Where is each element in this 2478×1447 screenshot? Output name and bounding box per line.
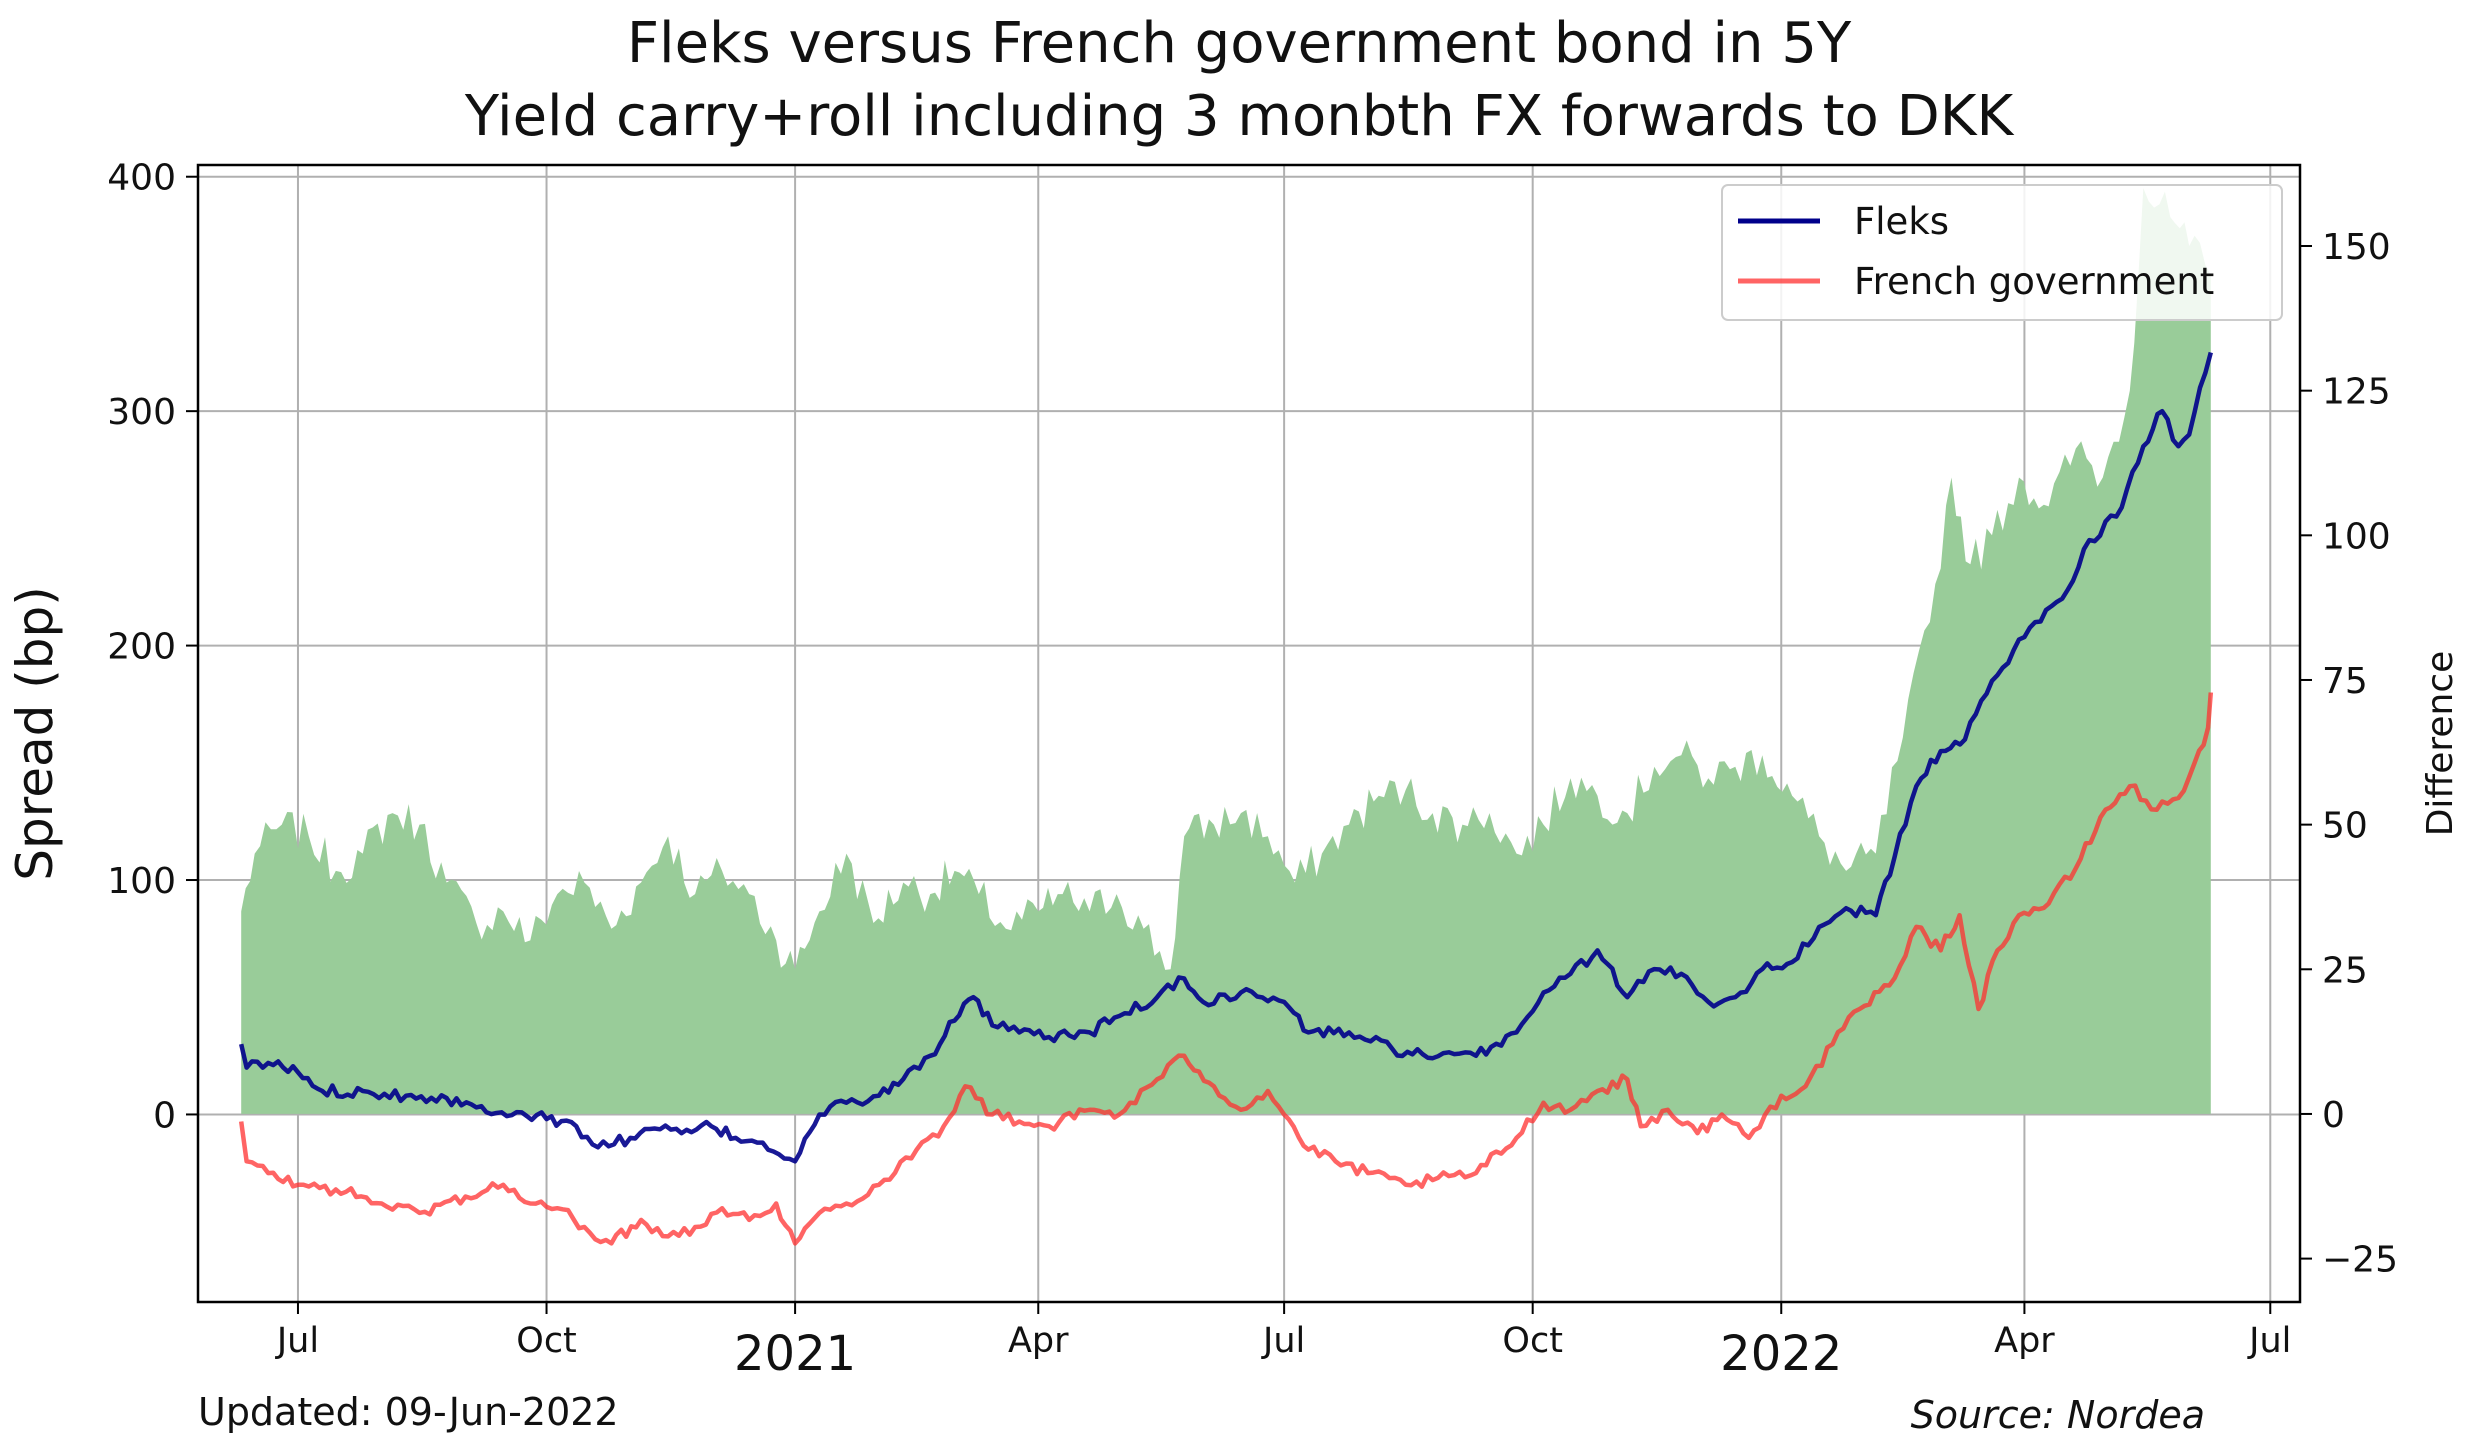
y-tick-label-3: 300 <box>107 392 176 433</box>
legend-label-0: Fleks <box>1854 200 1949 243</box>
y-tick-label-4: 400 <box>107 158 176 199</box>
y2-tick-label-2: 25 <box>2322 950 2368 991</box>
x-tick-label-3: Apr <box>1008 1321 1069 1361</box>
plot-frame <box>196 163 2302 1304</box>
y2-tick-label-0: −25 <box>2322 1240 2398 1281</box>
y2-tick-label-5: 100 <box>2322 516 2391 557</box>
y2-tick-label-6: 125 <box>2322 372 2391 413</box>
x-tick-label-1: Oct <box>516 1321 577 1361</box>
x-tick-label-6: 2022 <box>1720 1326 1842 1382</box>
legend-label-1: French government <box>1854 260 2214 303</box>
series-line-fleks <box>239 351 2213 1164</box>
legend-box <box>1721 184 2283 321</box>
y2-tick-label-7: 150 <box>2322 227 2391 268</box>
x-tick-label-2: 2021 <box>734 1326 856 1382</box>
x-tick-label-0: Jul <box>275 1321 319 1361</box>
chart-subtitle: Yield carry+roll including 3 monbth FX f… <box>464 84 2015 149</box>
y-axis-label: Spread (bp) <box>6 586 64 880</box>
x-tick-label-5: Oct <box>1502 1321 1563 1361</box>
plot-area: Jul Oct 2021 Apr Jul Oct 2022 Apr Jul 0 100 200 300 4… <box>107 158 2398 1382</box>
legend: Fleks French government <box>1721 184 2283 321</box>
chart-title: Fleks versus French government bond in 5… <box>627 11 1852 76</box>
source-note: Source: Nordea <box>1911 1393 2205 1437</box>
y2-axis-label: Difference <box>2420 651 2461 837</box>
series-line-french-government <box>238 692 2214 1246</box>
x-tick-label-7: Apr <box>1994 1321 2055 1361</box>
updated-note: Updated: 09-Jun-2022 <box>198 1390 619 1434</box>
y-tick-label-1: 100 <box>107 861 176 902</box>
series-difference-area <box>241 188 2211 1114</box>
y2-tick-label-3: 50 <box>2322 806 2368 847</box>
y2-tick-label-1: 0 <box>2322 1095 2345 1136</box>
y-tick-label-0: 0 <box>153 1095 176 1136</box>
y-tick-label-2: 200 <box>107 627 176 668</box>
x-tick-label-8: Jul <box>2247 1321 2291 1361</box>
y2-tick-label-4: 75 <box>2322 661 2368 702</box>
x-tick-label-4: Jul <box>1261 1321 1305 1361</box>
